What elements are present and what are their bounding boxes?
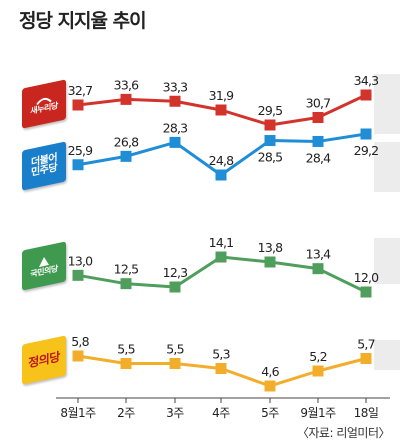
source-note: 〈자료: 리얼미터〉 [296, 426, 391, 440]
data-label: 26,8 [114, 134, 139, 149]
badge-body: 국민의당 [22, 241, 66, 291]
badge-body: 더불어 민주당 [22, 141, 66, 191]
background-band [374, 340, 400, 370]
data-point [360, 353, 372, 364]
data-point [120, 358, 132, 369]
data-label: 29,2 [354, 143, 379, 158]
data-point [312, 263, 324, 275]
x-tick-label: 4주 [212, 406, 230, 420]
data-label: 14,1 [209, 235, 234, 250]
data-label: 34,3 [354, 73, 379, 88]
data-label: 13,0 [68, 253, 93, 268]
data-point [264, 380, 276, 392]
page-title: 정당 지지율 추이 [19, 10, 147, 32]
data-label: 33,6 [114, 77, 139, 92]
background-band [374, 74, 400, 134]
data-label: 5,2 [309, 349, 326, 364]
data-label: 31,9 [209, 88, 234, 103]
data-point [312, 135, 324, 147]
data-label: 13,4 [306, 247, 331, 262]
data-point [264, 119, 276, 131]
x-tick-label: 8월1주 [60, 406, 96, 420]
data-point [72, 99, 84, 111]
party-badge-minjoo: 더불어 민주당 [22, 141, 66, 191]
badge-body: 새누리당 [22, 79, 66, 129]
data-label: 12,5 [114, 262, 139, 277]
data-label: 5,8 [71, 334, 89, 349]
background-band [374, 142, 400, 192]
data-label: 5,5 [166, 342, 183, 357]
data-point [169, 281, 181, 293]
data-label: 24,8 [209, 153, 234, 168]
kookmin-logo-icon [39, 256, 49, 267]
data-label: 5,7 [357, 337, 374, 352]
data-point [264, 256, 276, 268]
data-label: 32,7 [68, 83, 93, 98]
x-tick-label: 5주 [261, 406, 279, 420]
data-label: 12,0 [354, 270, 379, 285]
x-tick-label: 2주 [117, 406, 135, 420]
data-point [169, 136, 181, 148]
data-point [215, 169, 227, 181]
data-point [360, 128, 372, 140]
data-label: 25,9 [68, 143, 93, 158]
data-label: 28,3 [163, 120, 188, 135]
badge-label: 정의당 [28, 349, 60, 371]
badge-body: 정의당 [22, 335, 66, 385]
saenuri-logo-icon [36, 97, 52, 105]
x-tick-label: 3주 [166, 406, 184, 420]
data-point [360, 286, 372, 298]
data-point [169, 358, 181, 369]
data-label: 33,3 [163, 79, 188, 94]
data-point [215, 363, 227, 374]
data-point [120, 278, 132, 290]
data-label: 4,6 [261, 364, 279, 379]
data-point [215, 251, 227, 263]
data-label: 12,3 [163, 265, 188, 280]
data-label: 5,5 [117, 342, 134, 357]
data-point [72, 350, 84, 362]
data-point [215, 104, 227, 116]
data-point [120, 93, 132, 105]
x-tick-label: 9월1주 [300, 406, 336, 420]
party-badge-justice: 정의당 [22, 335, 66, 385]
data-label: 28,4 [306, 150, 331, 165]
data-label: 28,5 [258, 150, 283, 165]
data-label: 30,7 [306, 96, 331, 111]
data-point [360, 89, 372, 101]
data-point [264, 135, 276, 147]
data-point [312, 112, 324, 123]
data-point [72, 269, 84, 281]
data-label: 5,3 [212, 347, 229, 362]
data-label: 13,8 [258, 240, 283, 255]
data-point [169, 95, 181, 107]
data-point [312, 365, 324, 377]
x-tick-label: 18일 [354, 406, 379, 420]
data-label: 29,5 [258, 103, 283, 118]
background-band [374, 238, 400, 284]
data-point [72, 159, 84, 171]
badge-label: 국민의당 [30, 263, 58, 279]
data-point [120, 150, 132, 162]
party-badge-saenuri: 새누리당 [22, 79, 66, 129]
party-badge-kookmin: 국민의당 [22, 241, 66, 291]
